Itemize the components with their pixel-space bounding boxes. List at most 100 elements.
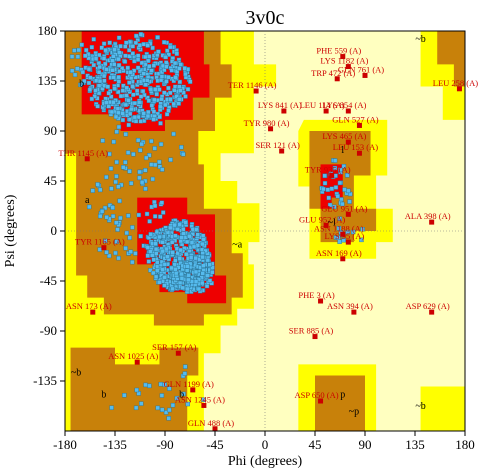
residue-point <box>105 84 111 89</box>
residue-point <box>72 72 78 78</box>
residue-point <box>97 78 103 84</box>
residue-point <box>118 93 124 99</box>
residue-point <box>148 86 154 92</box>
outlier-point: GLN 527 (A) <box>332 114 379 128</box>
residue-point <box>169 68 174 73</box>
residue-point <box>147 383 152 389</box>
outlier-point: LYS 465 (A) <box>322 131 367 145</box>
residue-point <box>115 106 121 111</box>
region-label: ~a <box>232 240 242 251</box>
residue-point <box>185 264 190 269</box>
residue-point <box>145 253 151 258</box>
outlier-marker <box>312 334 318 340</box>
residue-point <box>151 117 156 122</box>
residue-point <box>203 248 208 254</box>
y-tick-label: 90 <box>44 123 57 138</box>
residue-point <box>158 77 164 83</box>
residue-point <box>187 233 192 239</box>
residue-point <box>333 185 339 190</box>
outlier-marker <box>318 398 324 404</box>
residue-point <box>99 209 105 214</box>
residue-point <box>199 280 205 286</box>
region-label: b <box>79 79 84 90</box>
residue-point <box>127 111 133 117</box>
residue-point <box>164 60 169 65</box>
residue-point <box>96 83 102 88</box>
outlier-point: PHE 559 (A) <box>316 46 361 60</box>
x-tick-label: -135 <box>103 437 127 452</box>
residue-point <box>179 276 185 281</box>
outlier-label: GLN 761 (A) <box>338 64 384 74</box>
outlier-label: GLU 952 (A) <box>299 214 345 224</box>
residue-point <box>133 40 139 46</box>
outlier-point: GLN 1199 (A) <box>164 379 214 393</box>
outlier-marker <box>345 64 351 70</box>
residue-point <box>132 100 138 106</box>
residue-point <box>152 199 157 205</box>
residue-point <box>108 94 114 99</box>
residue-point <box>166 108 171 113</box>
y-tick-label: 180 <box>38 23 58 38</box>
residue-point <box>157 280 162 285</box>
residue-point <box>146 98 152 103</box>
outlier-label: ASN 394 (A) <box>327 301 373 311</box>
residue-point <box>152 203 158 209</box>
residue-point <box>86 66 92 72</box>
outlier-marker <box>345 139 351 145</box>
outlier-point: TYR 1165 (A) <box>75 237 125 251</box>
residue-point <box>177 222 182 227</box>
x-tick-label: 135 <box>405 437 425 452</box>
residue-point <box>116 255 121 261</box>
residue-point <box>179 144 184 150</box>
residue-point <box>162 262 168 267</box>
residue-point <box>196 286 202 292</box>
outlier-label: ASN 1245 (A) <box>175 394 225 404</box>
residue-point <box>158 141 164 147</box>
residue-point <box>117 198 122 204</box>
outlier-marker <box>323 108 329 114</box>
residue-point <box>162 275 167 280</box>
residue-point <box>143 186 148 192</box>
residue-point <box>108 166 114 171</box>
outlier-label: ASN 1025 (A) <box>108 351 158 361</box>
residue-point <box>109 186 114 191</box>
residue-point <box>93 56 99 61</box>
residue-point <box>149 138 154 144</box>
residue-point <box>75 54 81 59</box>
outlier-marker <box>318 298 324 304</box>
residue-point <box>143 82 149 87</box>
allowed-region-bottom-left <box>70 347 199 431</box>
residue-point <box>157 234 162 240</box>
residue-point <box>342 187 347 192</box>
x-tick-label: 180 <box>455 437 475 452</box>
residue-point <box>135 137 141 143</box>
residue-point <box>345 229 350 235</box>
residue-point <box>126 122 131 128</box>
outlier-label: LYS 1182 (A) <box>320 56 368 66</box>
residue-point <box>104 174 109 180</box>
residue-point <box>332 158 338 163</box>
residue-point <box>114 129 119 135</box>
region-label: b <box>101 390 106 401</box>
outlier-label: ASN 173 (A) <box>66 301 112 311</box>
outlier-label: TER 1146 (A) <box>228 80 277 90</box>
residue-point <box>180 227 186 232</box>
residue-point <box>321 186 326 192</box>
residue-point <box>120 111 125 116</box>
outlier-marker <box>253 88 259 94</box>
residue-point <box>146 54 152 59</box>
residue-point <box>104 214 109 220</box>
residue-point <box>179 235 184 240</box>
residue-point <box>137 169 142 175</box>
residue-point <box>149 68 154 73</box>
residue-point <box>151 109 157 114</box>
residue-point <box>74 66 80 71</box>
outlier-label: SER 885 (A) <box>289 326 334 336</box>
residue-point <box>111 75 116 80</box>
residue-point <box>346 188 351 194</box>
residue-point <box>128 249 133 255</box>
residue-point <box>131 92 136 98</box>
residue-point <box>120 117 126 123</box>
residue-point <box>104 100 109 105</box>
outlier-label: GLN 1199 (A) <box>164 379 214 389</box>
